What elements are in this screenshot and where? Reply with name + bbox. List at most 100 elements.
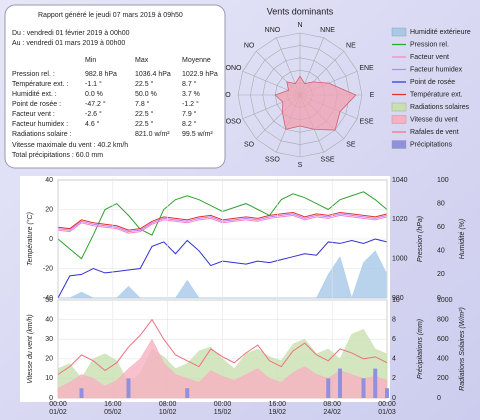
x-tick-label: 05/02 <box>104 409 122 416</box>
legend-label: Radiations solaires <box>410 104 470 111</box>
x-tick-label: 16:00 <box>269 401 287 408</box>
y3-tick-label: 800 <box>437 316 449 323</box>
y3-tick-label: 20 <box>437 271 445 278</box>
report-from: Du : vendredi 01 février 2019 à 00h00 <box>12 30 130 37</box>
precip-bar <box>79 388 84 398</box>
series-area <box>58 250 388 299</box>
row-label: Humidité ext. : <box>12 91 57 98</box>
y3-tick-label: 400 <box>437 356 449 363</box>
cell: -1.1 ° <box>85 80 102 88</box>
direction-label: SE <box>346 141 356 148</box>
cell: 982.8 hPa <box>85 71 117 78</box>
cell: 7.9 ° <box>182 110 197 118</box>
precip-bar <box>373 368 378 398</box>
legend-swatch <box>391 27 407 37</box>
direction-label: N <box>297 22 302 29</box>
direction-label: NE <box>346 42 356 49</box>
precip-bar <box>185 388 190 398</box>
report-box <box>4 4 226 169</box>
legend-label: Vitesse du vent <box>410 116 458 123</box>
y-axis-title: Température (°C) <box>26 212 34 266</box>
y3-tick-label: 200 <box>437 375 449 382</box>
x-tick-label: 00:00 <box>49 401 67 408</box>
cell: -2.6 ° <box>85 110 102 118</box>
y-tick-label: 30 <box>45 336 53 343</box>
direction-label: O <box>225 92 231 99</box>
row-label: Point de rosée : <box>12 101 61 108</box>
y3-tick-label: 0 <box>437 295 441 302</box>
cell: 1036.4 hPa <box>135 71 171 78</box>
column-header: Min <box>85 57 96 64</box>
row-label: Facteur humidex : <box>12 121 68 128</box>
legend-label: Facteur humidex <box>410 66 463 73</box>
y2-axis-title: Précipitations (mm) <box>417 319 424 379</box>
precip-bar <box>338 368 342 398</box>
legend-label: Facteur vent <box>410 54 449 61</box>
x-tick-label: 01/02 <box>49 409 67 416</box>
cell: 821.0 w/m² <box>135 131 170 138</box>
rain-total: Total précipitations : 60.0 mm <box>12 152 103 159</box>
y-tick-label: 0 <box>49 395 53 402</box>
direction-label: S <box>298 162 303 169</box>
direction-label: SSE <box>321 157 335 164</box>
y-tick-label: 0 <box>49 236 53 243</box>
x-tick-label: 19/02 <box>269 409 287 416</box>
y-tick-label: -40 <box>43 295 53 302</box>
x-tick-label: 16:00 <box>104 401 122 408</box>
cell: 22.5 ° <box>135 80 154 88</box>
y-tick-label: 40 <box>45 316 53 323</box>
direction-label: ENE <box>359 65 374 72</box>
direction-label: ESE <box>360 119 374 126</box>
direction-label: NO <box>244 42 255 49</box>
x-tick-label: 24/02 <box>323 409 341 416</box>
column-header: Moyenne <box>182 57 211 64</box>
cell: 4.6 ° <box>85 120 100 128</box>
y2-tick-label: 980 <box>392 295 404 302</box>
y-tick-label: 40 <box>45 177 53 184</box>
y-tick-label: -20 <box>43 265 53 272</box>
series-line <box>57 318 388 375</box>
y2-tick-label: 6 <box>392 336 396 343</box>
y-tick-label: 20 <box>45 356 53 363</box>
y3-tick-label: 600 <box>437 336 449 343</box>
polar-title: Vents dominants <box>267 6 334 16</box>
report-to: Au : vendredi 01 mars 2019 à 00h00 <box>12 40 125 47</box>
y2-axis-title: Pression (hPa) <box>417 216 424 262</box>
y3-axis-title: Humidité (%) <box>459 219 466 259</box>
y-tick-label: 20 <box>45 206 53 213</box>
report-title: Rapport généré le jeudi 07 mars 2019 à 0… <box>38 12 183 19</box>
series-area <box>57 338 388 399</box>
legend-label: Point de rosée <box>410 79 455 86</box>
precip-bar <box>326 378 331 398</box>
y2-tick-label: 1000 <box>392 256 408 263</box>
legend-label: Précipitations <box>410 141 453 148</box>
cell: 8.7 ° <box>182 80 197 88</box>
direction-label: E <box>370 92 375 99</box>
y2-tick-label: 10 <box>392 297 400 304</box>
y-tick-label: 50 <box>45 297 53 304</box>
precip-bar <box>361 378 366 398</box>
x-tick-label: 00:00 <box>214 401 232 408</box>
cell: 22.5 ° <box>135 110 154 118</box>
precip-bar <box>385 388 389 398</box>
legend-swatch <box>391 102 407 112</box>
column-header: Max <box>135 57 149 64</box>
cell: -47.2 ° <box>85 100 106 108</box>
cell: 0.0 % <box>85 91 103 98</box>
y3-tick-label: 60 <box>437 224 445 231</box>
y2-tick-label: 0 <box>392 395 396 402</box>
legend-label: Pression rel. <box>410 41 449 48</box>
y2-tick-label: 8 <box>392 316 396 323</box>
x-tick-label: 10/02 <box>159 409 177 416</box>
direction-label: SSO <box>265 157 280 164</box>
row-label: Température ext. : <box>12 81 68 88</box>
cell: 50.0 % <box>135 91 157 98</box>
x-tick-label: 01/03 <box>378 409 396 416</box>
y2-tick-label: 1020 <box>392 216 408 223</box>
y3-tick-label: 100 <box>437 177 449 184</box>
direction-label: OSO <box>226 119 242 126</box>
cell: 1022.9 hPa <box>182 71 218 78</box>
legend-swatch <box>391 115 407 124</box>
legend-label: Température ext. <box>410 91 463 98</box>
direction-label: NNE <box>320 27 335 34</box>
